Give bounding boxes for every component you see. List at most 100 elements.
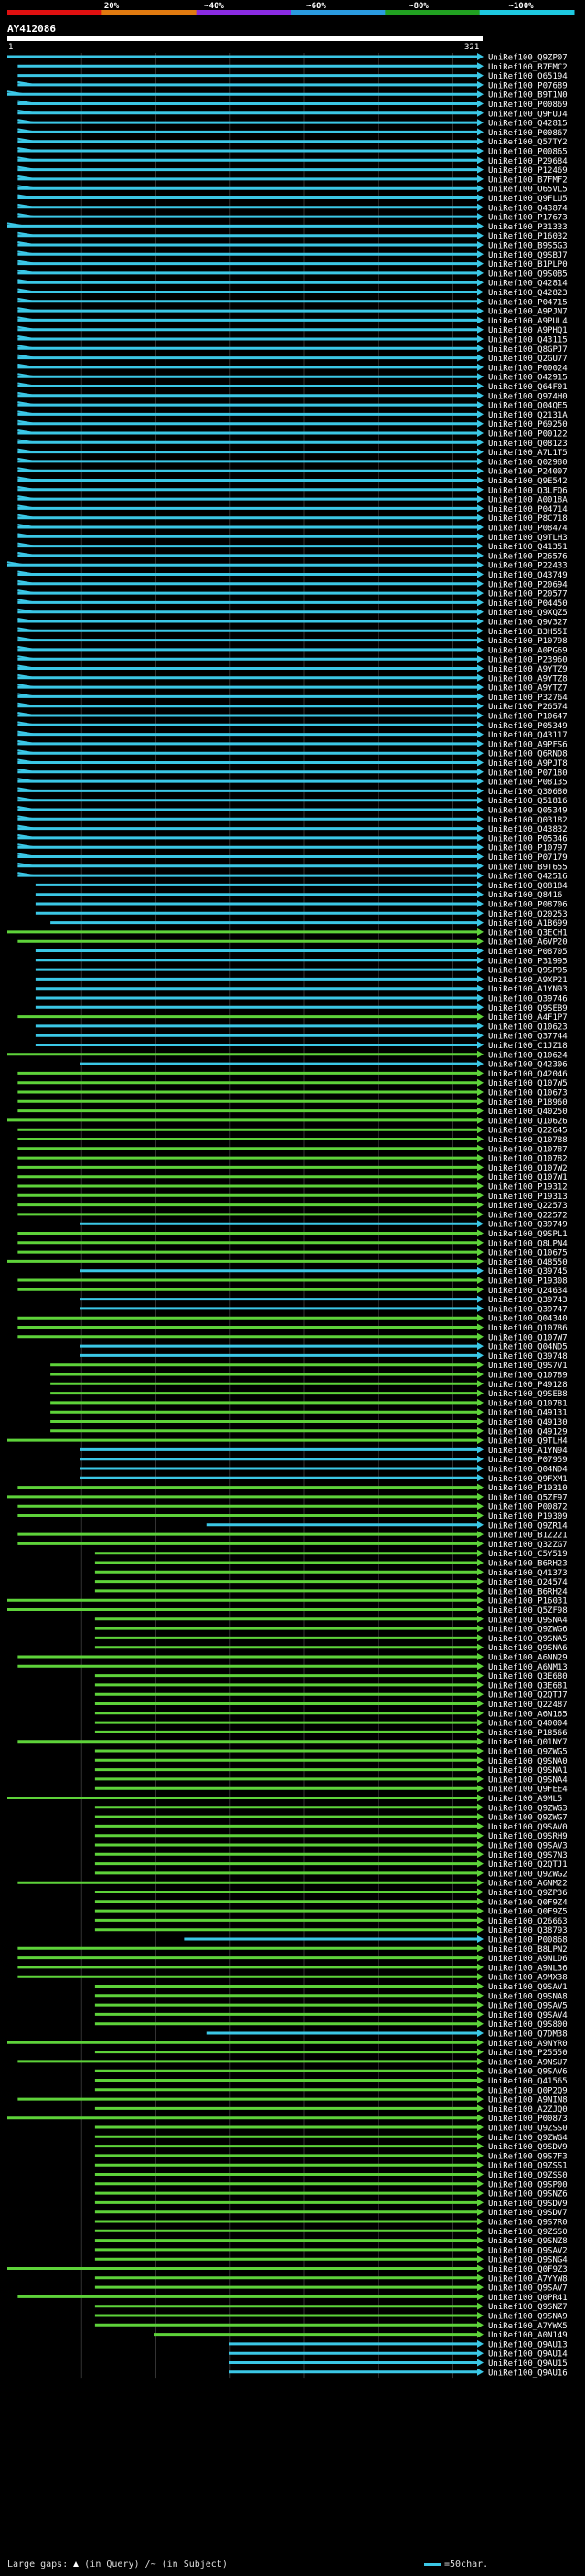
- hit-arrow-icon: [477, 673, 484, 682]
- hit-label: UniRef100_A7YYW8: [488, 2274, 568, 2284]
- hit-label: UniRef100_Q3ECH1: [488, 928, 568, 938]
- hit-label: UniRef100_B3H55I: [488, 628, 568, 637]
- hit-arrow-icon: [477, 872, 484, 880]
- hit-arrow-icon: [477, 645, 484, 653]
- hit-label: UniRef100_Q9SNA6: [488, 1644, 568, 1653]
- hit-arrow-icon: [477, 551, 484, 559]
- hit-arrow-icon: [477, 561, 484, 569]
- hit-label: UniRef100_A9PUL4: [488, 317, 568, 326]
- hit-label: UniRef100_A9YTZ8: [488, 674, 568, 684]
- hit-arrow-icon: [477, 1474, 484, 1482]
- hit-arrow-icon: [477, 721, 484, 729]
- hit-label: UniRef100_Q20253: [488, 910, 568, 919]
- hit-arrow-icon: [477, 2161, 484, 2169]
- hit-arrow-icon: [477, 1371, 484, 1378]
- hit-arrow-icon: [477, 1060, 484, 1068]
- hit-label: UniRef100_P69250: [488, 420, 568, 429]
- hit-label: UniRef100_Q43117: [488, 731, 568, 740]
- hit-arrow-icon: [477, 693, 484, 701]
- scale-segment: [196, 10, 292, 15]
- hit-label: UniRef100_Q39743: [488, 1296, 568, 1305]
- hit-label: UniRef100_B6RH23: [488, 1560, 568, 1569]
- hit-arrow-icon: [477, 1389, 484, 1397]
- hit-label: UniRef100_Q9TLH4: [488, 1437, 568, 1447]
- hit-arrow-icon: [477, 712, 484, 719]
- hit-arrow-icon: [477, 1634, 484, 1642]
- hit-arrow-icon: [477, 1531, 484, 1539]
- hit-label: UniRef100_P18566: [488, 1729, 568, 1738]
- hit-arrow-icon: [477, 325, 484, 334]
- hit-label: UniRef100_P18960: [488, 1098, 568, 1108]
- hit-arrow-icon: [477, 1182, 484, 1190]
- hit-label: UniRef100_Q9SNA9: [488, 2313, 568, 2322]
- hit-arrow-icon: [477, 524, 484, 531]
- hit-arrow-icon: [477, 890, 484, 898]
- hit-arrow-icon: [477, 579, 484, 588]
- hit-label: UniRef100_A2ZJQ0: [488, 2105, 568, 2115]
- hit-arrow-icon: [477, 636, 484, 644]
- scale-segment: [7, 10, 102, 15]
- hit-label: UniRef100_Q107W1: [488, 1173, 568, 1182]
- hit-label: UniRef100_P08706: [488, 901, 568, 910]
- hit-arrow-icon: [477, 90, 484, 99]
- hit-label: UniRef100_Q10782: [488, 1155, 568, 1164]
- scale-label: ~80%: [409, 2, 429, 11]
- hit-label: UniRef100_Q9SAV6: [488, 2068, 568, 2077]
- hit-label: UniRef100_Q42046: [488, 1070, 568, 1079]
- hit-label: UniRef100_Q9ZWG4: [488, 2134, 568, 2143]
- hit-label: UniRef100_Q9SNA8: [488, 1992, 568, 2001]
- scale-label: ~40%: [204, 2, 224, 11]
- hit-label: UniRef100_P00122: [488, 430, 568, 440]
- hit-label: UniRef100_Q9FEE4: [488, 1786, 568, 1795]
- hit-arrow-icon: [477, 1831, 484, 1839]
- hit-arrow-icon: [477, 862, 484, 870]
- hit-label: UniRef100_P00872: [488, 1503, 568, 1512]
- hit-arrow-icon: [477, 1879, 484, 1887]
- hit-arrow-icon: [477, 279, 484, 287]
- hit-arrow-icon: [477, 504, 484, 513]
- hit-arrow-icon: [477, 1991, 484, 1999]
- hit-label: UniRef100_A9PFS6: [488, 740, 568, 749]
- hit-label: UniRef100_O65VL5: [488, 186, 568, 195]
- hit-label: UniRef100_A6VP20: [488, 938, 568, 948]
- hit-label: UniRef100_Q10781: [488, 1399, 568, 1408]
- hit-label: UniRef100_O48550: [488, 1258, 568, 1267]
- hit-arrow-icon: [477, 1361, 484, 1369]
- hit-arrow-icon: [477, 1775, 484, 1783]
- hit-arrow-icon: [477, 2359, 484, 2367]
- hit-arrow-icon: [477, 1691, 484, 1699]
- hit-arrow-icon: [477, 938, 484, 946]
- hit-arrow-icon: [477, 768, 484, 776]
- hit-arrow-icon: [477, 1568, 484, 1576]
- hit-label: UniRef100_Q04QE5: [488, 402, 568, 411]
- hit-arrow-icon: [477, 1332, 484, 1341]
- hit-label: UniRef100_P49128: [488, 1381, 568, 1390]
- hit-arrow-icon: [477, 335, 484, 343]
- hit-arrow-icon: [477, 956, 484, 964]
- hit-label: UniRef100_Q9ZWG5: [488, 1748, 568, 1757]
- hit-label: UniRef100_Q9ZSS0: [488, 2228, 568, 2237]
- hit-label: UniRef100_A0018A: [488, 496, 568, 505]
- hit-label: UniRef100_Q05349: [488, 807, 568, 816]
- hit-arrow-icon: [477, 1549, 484, 1557]
- hit-arrow-icon: [477, 231, 484, 239]
- hit-arrow-icon: [477, 137, 484, 145]
- hit-label: UniRef100_P16032: [488, 232, 568, 241]
- hit-arrow-icon: [477, 382, 484, 390]
- hit-label: UniRef100_Q8LPN4: [488, 1239, 568, 1248]
- hit-label: UniRef100_A9PHQ1: [488, 326, 568, 335]
- hit-arrow-icon: [477, 1559, 484, 1566]
- hit-arrow-icon: [477, 297, 484, 305]
- hit-label: UniRef100_Q51816: [488, 797, 568, 806]
- hit-label: UniRef100_Q7DM38: [488, 2030, 568, 2040]
- hit-arrow-icon: [477, 900, 484, 907]
- hit-arrow-icon: [477, 222, 484, 230]
- scale-segment: [101, 10, 197, 15]
- hit-label: UniRef100_Q24634: [488, 1287, 568, 1296]
- hit-label: UniRef100_Q9SAV1: [488, 1983, 568, 1992]
- hit-arrow-icon: [477, 1483, 484, 1491]
- hit-label: UniRef100_Q08123: [488, 440, 568, 449]
- gap-query-icon: [73, 2561, 80, 2567]
- hit-arrow-icon: [477, 514, 484, 522]
- hit-label: UniRef100_Q0P2Q9: [488, 2086, 568, 2095]
